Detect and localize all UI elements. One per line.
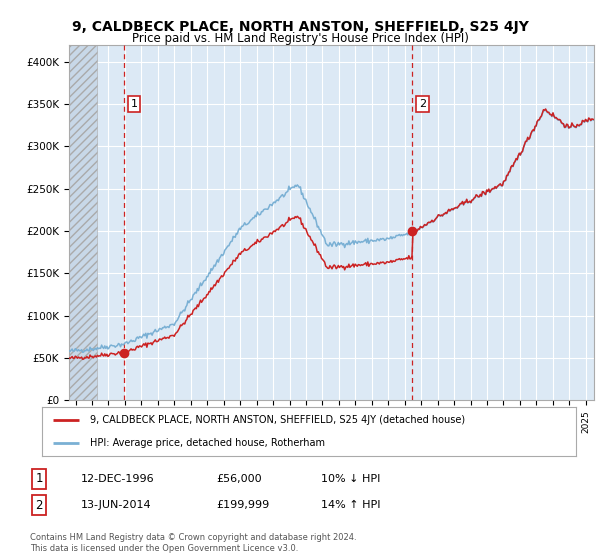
Text: 2: 2 — [35, 498, 43, 512]
Text: 14% ↑ HPI: 14% ↑ HPI — [321, 500, 380, 510]
Text: Contains HM Land Registry data © Crown copyright and database right 2024.
This d: Contains HM Land Registry data © Crown c… — [30, 533, 356, 553]
Text: £199,999: £199,999 — [216, 500, 269, 510]
Text: Price paid vs. HM Land Registry's House Price Index (HPI): Price paid vs. HM Land Registry's House … — [131, 32, 469, 45]
Text: 10% ↓ HPI: 10% ↓ HPI — [321, 474, 380, 484]
Text: 9, CALDBECK PLACE, NORTH ANSTON, SHEFFIELD, S25 4JY: 9, CALDBECK PLACE, NORTH ANSTON, SHEFFIE… — [71, 20, 529, 34]
Text: 13-JUN-2014: 13-JUN-2014 — [81, 500, 152, 510]
Text: 12-DEC-1996: 12-DEC-1996 — [81, 474, 155, 484]
Text: 9, CALDBECK PLACE, NORTH ANSTON, SHEFFIELD, S25 4JY (detached house): 9, CALDBECK PLACE, NORTH ANSTON, SHEFFIE… — [90, 416, 465, 426]
Text: 1: 1 — [35, 472, 43, 486]
Text: 2: 2 — [419, 99, 426, 109]
Text: £56,000: £56,000 — [216, 474, 262, 484]
Text: HPI: Average price, detached house, Rotherham: HPI: Average price, detached house, Roth… — [90, 438, 325, 448]
Text: 1: 1 — [131, 99, 138, 109]
Bar — [69, 45, 97, 400]
